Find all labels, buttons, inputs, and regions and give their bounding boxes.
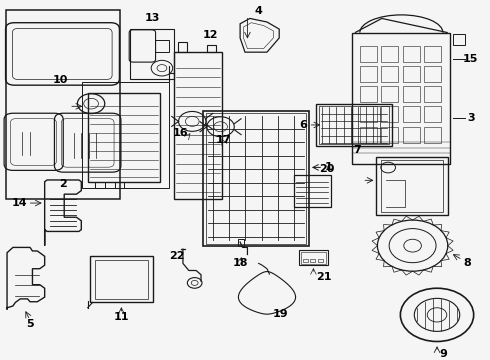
Bar — [301, 252, 326, 264]
Text: 6: 6 — [300, 120, 308, 130]
Bar — [424, 127, 441, 143]
Bar — [403, 86, 420, 102]
Bar — [453, 35, 465, 45]
Bar — [360, 66, 377, 82]
Text: 7: 7 — [353, 145, 361, 155]
Bar — [115, 182, 124, 188]
Text: 9: 9 — [439, 349, 447, 359]
Bar — [303, 259, 308, 262]
Text: 15: 15 — [463, 54, 478, 64]
Text: 21: 21 — [317, 272, 332, 282]
Bar — [174, 52, 222, 199]
Bar — [207, 45, 216, 52]
Text: 11: 11 — [114, 312, 129, 322]
Text: 2: 2 — [59, 179, 67, 189]
Bar — [299, 250, 328, 265]
Bar — [90, 256, 153, 302]
Bar — [360, 46, 377, 62]
Bar — [381, 107, 398, 122]
Text: 14: 14 — [11, 198, 27, 208]
Bar — [206, 113, 306, 243]
Bar — [381, 66, 398, 82]
Bar — [403, 107, 420, 122]
Text: 13: 13 — [145, 13, 160, 23]
Text: 8: 8 — [464, 258, 471, 268]
Bar — [360, 86, 377, 102]
Bar — [5, 10, 121, 199]
Text: 5: 5 — [26, 319, 34, 329]
Text: 20: 20 — [319, 164, 335, 174]
Bar — [403, 127, 420, 143]
Text: 12: 12 — [202, 30, 218, 40]
Text: 16: 16 — [172, 128, 188, 138]
Bar — [424, 46, 441, 62]
Text: 18: 18 — [232, 258, 248, 268]
Bar — [352, 33, 450, 164]
Bar — [381, 86, 398, 102]
Text: 3: 3 — [467, 113, 474, 123]
Text: 19: 19 — [273, 309, 289, 319]
Bar — [381, 127, 398, 143]
Bar — [294, 175, 331, 207]
Bar — [403, 46, 420, 62]
Bar — [424, 66, 441, 82]
Bar — [88, 93, 160, 182]
Bar — [203, 111, 309, 246]
Bar — [82, 82, 169, 188]
Text: 1: 1 — [325, 162, 333, 172]
Bar — [319, 106, 389, 144]
Text: 17: 17 — [215, 135, 231, 145]
Bar — [381, 161, 443, 212]
Text: 22: 22 — [169, 251, 184, 261]
Bar — [318, 259, 323, 262]
Bar — [95, 260, 148, 299]
Bar — [381, 46, 398, 62]
Bar — [360, 127, 377, 143]
Text: 4: 4 — [254, 6, 262, 16]
Bar — [403, 66, 420, 82]
Bar — [238, 239, 244, 246]
Bar — [360, 107, 377, 122]
Bar — [311, 259, 316, 262]
Bar — [95, 182, 105, 188]
Text: 10: 10 — [53, 75, 69, 85]
Bar — [178, 42, 187, 52]
Bar — [130, 29, 174, 79]
Bar — [316, 104, 392, 146]
Bar — [155, 40, 169, 52]
Bar — [424, 86, 441, 102]
Bar — [424, 107, 441, 122]
Bar — [376, 157, 448, 216]
